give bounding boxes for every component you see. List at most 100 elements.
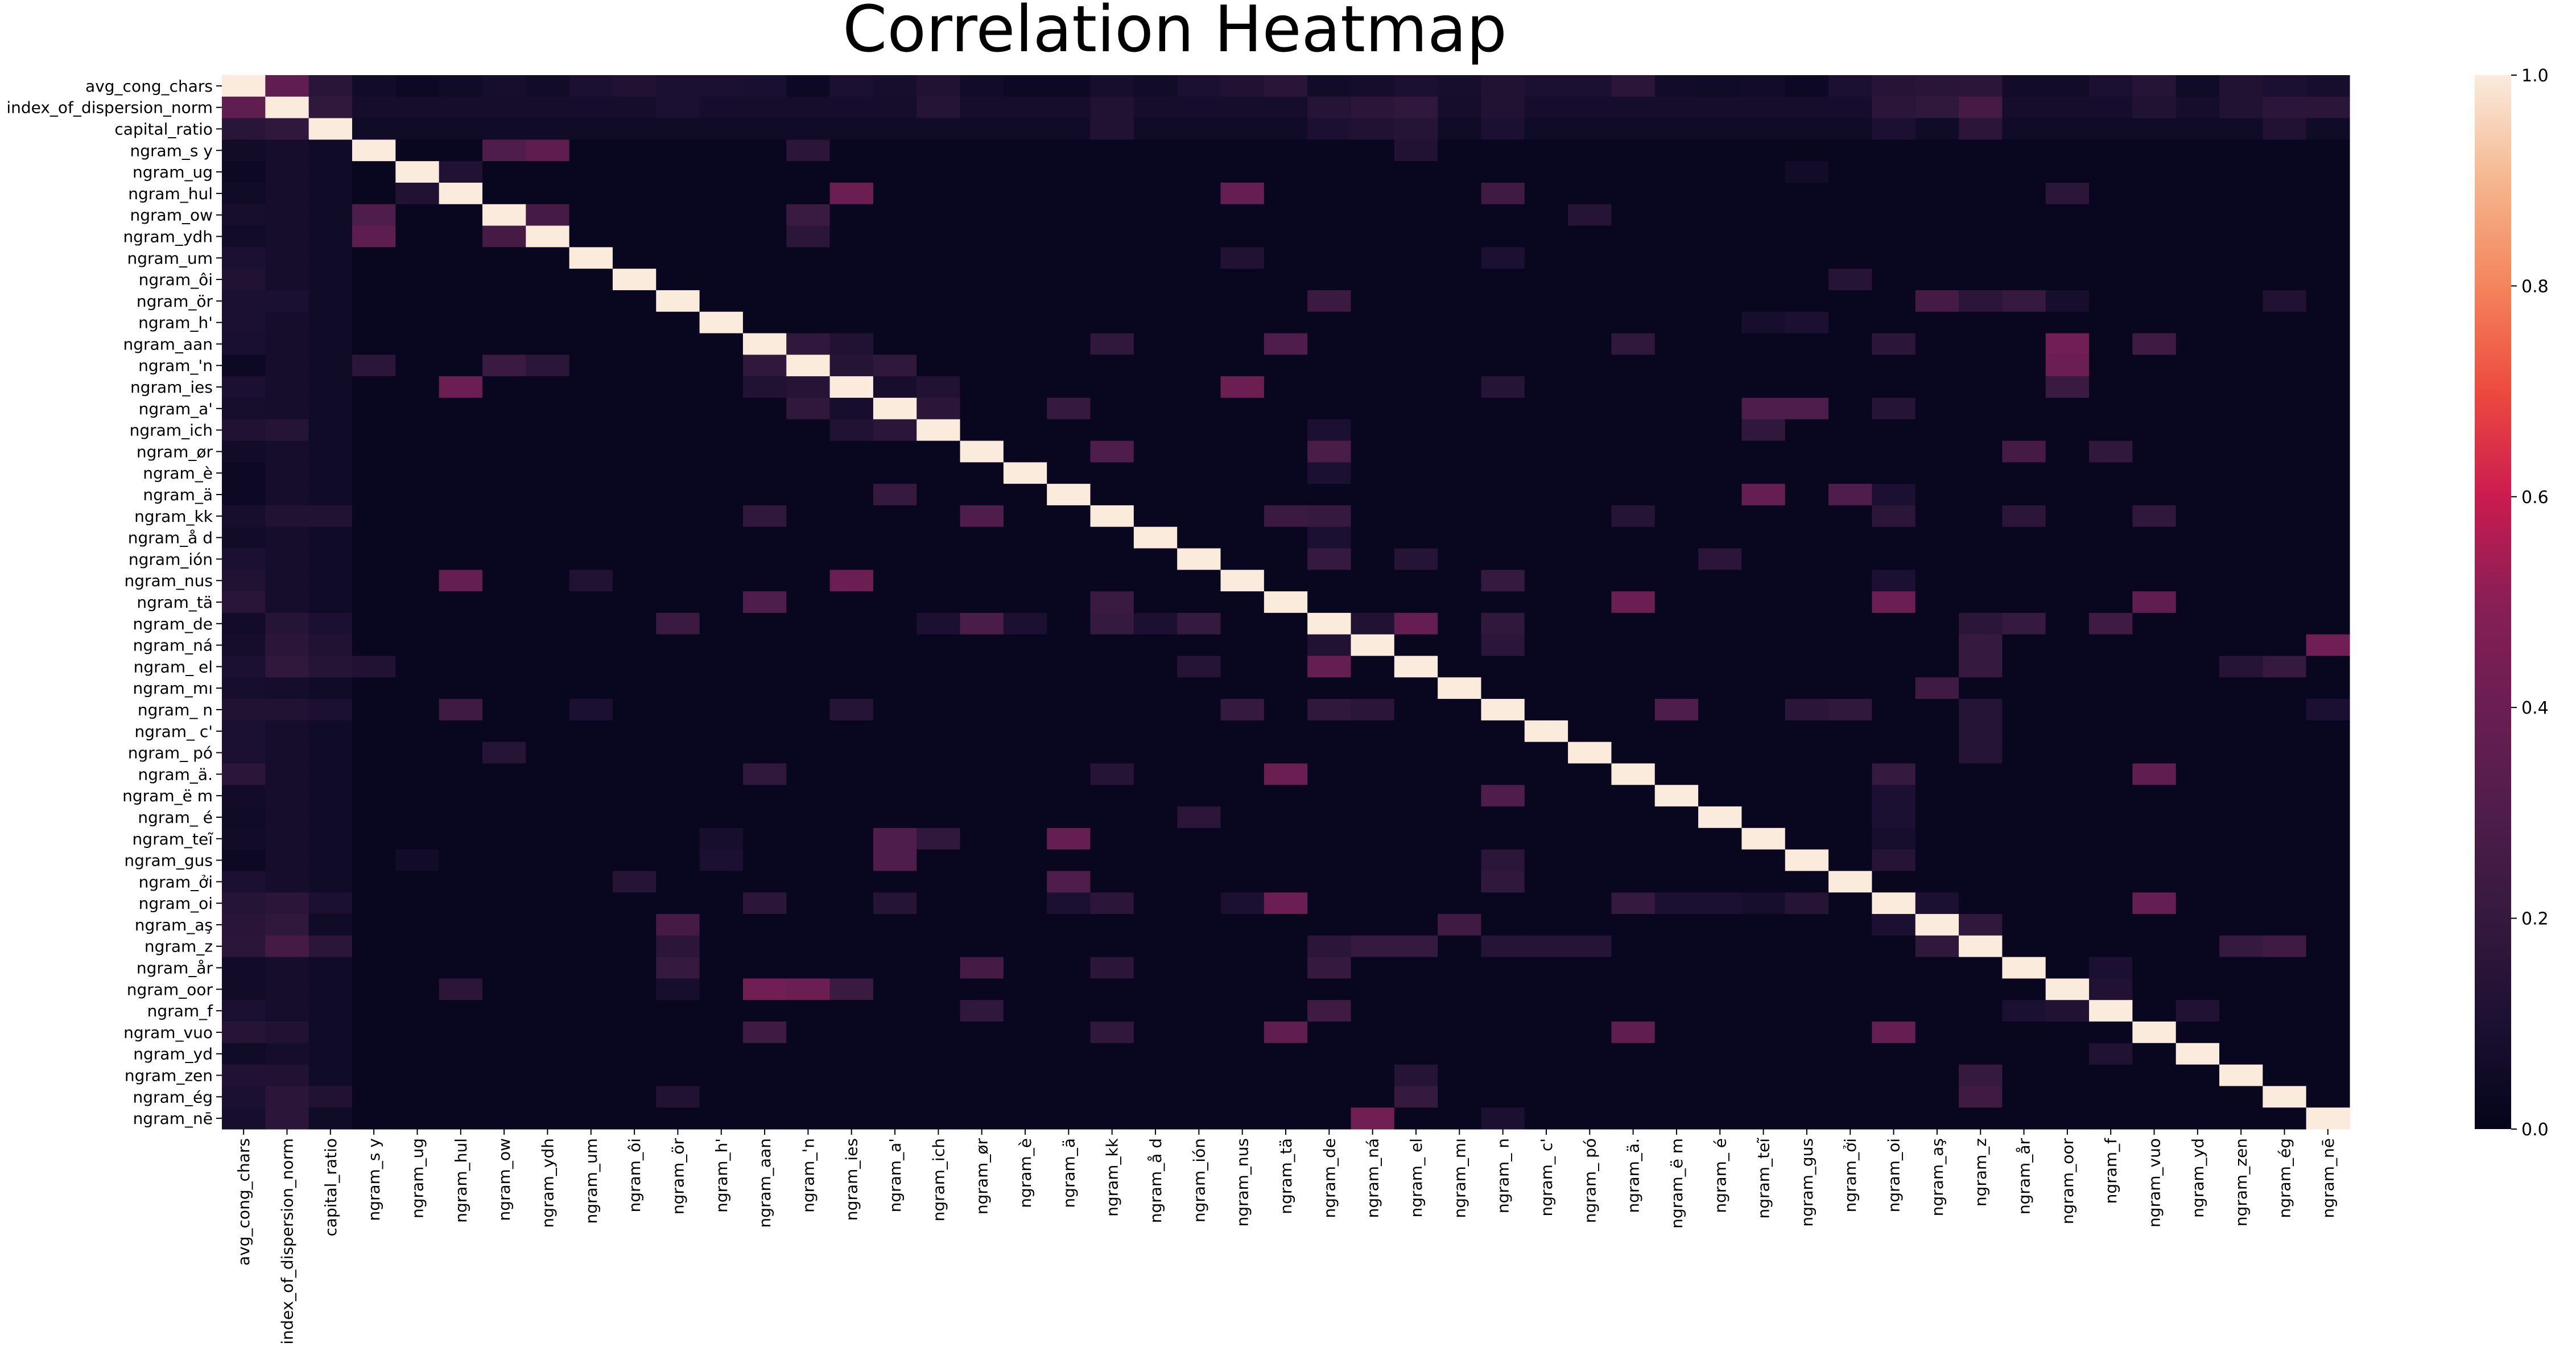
heatmap-cell <box>699 1107 744 1130</box>
y-tick-label: ngram_ởi <box>139 872 213 891</box>
heatmap-cell <box>1915 311 1959 334</box>
heatmap-cell <box>1698 914 1743 936</box>
heatmap-cell <box>265 484 309 506</box>
heatmap-cell <box>1220 505 1265 528</box>
heatmap-cell <box>222 892 266 915</box>
heatmap-cell <box>917 204 961 226</box>
heatmap-cell <box>612 699 657 721</box>
heatmap-cell <box>699 1064 744 1087</box>
heatmap-cell <box>222 1064 266 1087</box>
heatmap-cell <box>742 440 787 463</box>
heatmap-cell <box>526 333 570 355</box>
heatmap-cell <box>439 484 483 506</box>
heatmap-cell <box>2219 849 2263 872</box>
heatmap-cell <box>1394 591 1438 613</box>
heatmap-cell <box>2219 806 2263 829</box>
heatmap-cell <box>1524 139 1568 162</box>
colorbar-gradient <box>2475 75 2511 1129</box>
heatmap-cell <box>1524 290 1568 312</box>
heatmap-cell <box>395 570 440 592</box>
heatmap-cell <box>1307 677 1352 699</box>
heatmap-cell <box>917 462 961 484</box>
heatmap-cell <box>612 505 657 528</box>
heatmap-cell <box>1785 1107 1829 1130</box>
heatmap-cell <box>526 612 570 635</box>
heatmap-cell <box>2002 269 2046 291</box>
heatmap-cell <box>960 634 1004 657</box>
heatmap-cell <box>612 591 657 613</box>
heatmap-cell <box>395 333 440 355</box>
heatmap-cell <box>1351 806 1395 829</box>
heatmap-cell <box>2089 484 2133 506</box>
x-tick-label: ngram_år <box>2015 1138 2034 1215</box>
heatmap-cell <box>1828 182 1873 205</box>
heatmap-cell <box>2002 677 2046 699</box>
heatmap-cell <box>612 1043 657 1065</box>
heatmap-cell <box>742 290 787 312</box>
heatmap-cell <box>2263 1022 2307 1044</box>
heatmap-cell <box>1438 139 1482 162</box>
heatmap-cell <box>2175 978 2220 1000</box>
heatmap-cell <box>1524 892 1568 915</box>
x-tick-label: ngram_um <box>582 1138 601 1224</box>
heatmap-cell <box>612 462 657 484</box>
heatmap-cell <box>829 526 874 549</box>
heatmap-cell <box>2175 75 2220 97</box>
heatmap-cell <box>1307 1022 1352 1044</box>
y-tick-label: ngram_kk <box>134 507 213 526</box>
heatmap-cell <box>2045 182 2090 205</box>
heatmap-cell <box>1047 656 1091 678</box>
heatmap-cell <box>1090 612 1134 635</box>
x-tick-label: ngram_mı <box>1450 1138 1469 1218</box>
heatmap-cell <box>1220 827 1265 850</box>
heatmap-cell <box>829 269 874 291</box>
heatmap-cell <box>482 827 526 850</box>
heatmap-cell <box>265 871 309 893</box>
heatmap-cell <box>612 484 657 506</box>
heatmap-cell <box>352 591 396 613</box>
heatmap-cell <box>1654 677 1699 699</box>
heatmap-cell <box>1133 311 1178 334</box>
heatmap-cell <box>526 397 570 420</box>
heatmap-cell <box>2219 355 2263 377</box>
heatmap-cell <box>1481 978 1525 1000</box>
heatmap-cell <box>2002 591 2046 613</box>
heatmap-cell <box>873 763 917 785</box>
heatmap-cell <box>1003 570 1047 592</box>
heatmap-cell <box>569 96 613 119</box>
heatmap-cell <box>1394 161 1438 183</box>
heatmap-cell <box>1220 699 1265 721</box>
heatmap-cell <box>1307 118 1352 140</box>
x-tick-label: ngram_oor <box>2058 1138 2077 1225</box>
heatmap-cell <box>2002 914 2046 936</box>
heatmap-cell <box>656 720 700 743</box>
heatmap-cell <box>2175 720 2220 743</box>
heatmap-cell <box>1524 849 1568 872</box>
heatmap-cell <box>1090 462 1134 484</box>
heatmap-cell <box>222 720 266 743</box>
heatmap-cell <box>526 1086 570 1108</box>
heatmap-cell <box>1133 1107 1178 1130</box>
heatmap-cell <box>2219 526 2263 549</box>
heatmap-cell <box>1741 397 1786 420</box>
heatmap-cell <box>2175 806 2220 829</box>
heatmap-cell <box>1959 96 2003 119</box>
heatmap-cell <box>1090 1000 1134 1022</box>
heatmap-cell <box>917 1086 961 1108</box>
heatmap-cell <box>2002 397 2046 420</box>
heatmap-cell <box>960 139 1004 162</box>
heatmap-cell <box>2219 570 2263 592</box>
heatmap-cell <box>1264 505 1308 528</box>
heatmap-cell <box>1177 118 1221 140</box>
heatmap-cell <box>1177 763 1221 785</box>
heatmap-cell <box>1351 355 1395 377</box>
heatmap-cell <box>439 1022 483 1044</box>
heatmap-cell <box>395 677 440 699</box>
heatmap-cell <box>1481 462 1525 484</box>
heatmap-cell <box>612 333 657 355</box>
heatmap-cell <box>2175 269 2220 291</box>
heatmap-cell <box>2175 397 2220 420</box>
heatmap-cell <box>526 484 570 506</box>
heatmap-cell <box>222 505 266 528</box>
heatmap-cell <box>699 699 744 721</box>
